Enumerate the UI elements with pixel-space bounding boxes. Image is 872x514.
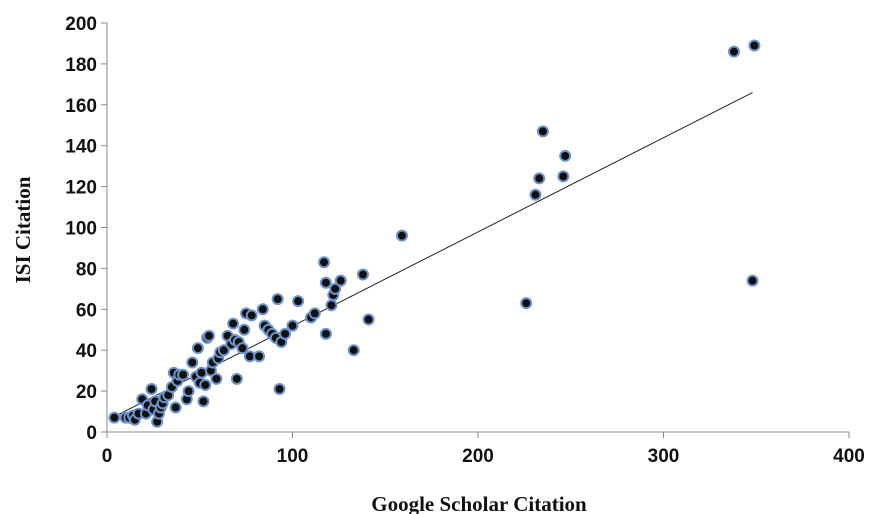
- data-point: [145, 383, 158, 396]
- data-point: [271, 293, 284, 306]
- data-point: [182, 385, 195, 398]
- data-point: [230, 372, 243, 385]
- data-point: [746, 274, 759, 287]
- data-point: [325, 299, 338, 312]
- data-point: [334, 274, 347, 287]
- y-tick-label: 40: [76, 341, 97, 362]
- x-tick-label: 400: [833, 446, 865, 467]
- data-point: [245, 309, 258, 322]
- y-tick-label: 140: [65, 137, 97, 158]
- data-point: [217, 344, 230, 357]
- y-tick-label: 20: [76, 382, 97, 403]
- data-point: [253, 350, 266, 363]
- y-axis-ticks: 0 20 40 60 80 100 120 140 160 180 200: [65, 14, 107, 444]
- data-point: [319, 276, 332, 289]
- y-axis-title: ISI Citation: [11, 176, 35, 283]
- y-tick-label: 100: [65, 219, 97, 240]
- data-point: [108, 411, 121, 424]
- data-point: [536, 125, 549, 138]
- data-point: [256, 303, 269, 316]
- data-point: [273, 383, 286, 396]
- data-point: [356, 268, 369, 281]
- data-point: [520, 297, 533, 310]
- data-point: [199, 378, 212, 391]
- y-tick-label: 0: [86, 423, 97, 444]
- y-tick-label: 180: [65, 55, 97, 76]
- data-point: [177, 368, 190, 381]
- data-point: [236, 342, 249, 355]
- data-point: [318, 256, 331, 269]
- y-tick-label: 200: [65, 14, 97, 35]
- data-point: [319, 327, 332, 340]
- data-point: [292, 295, 305, 308]
- y-tick-label: 120: [65, 178, 97, 199]
- data-point: [186, 356, 199, 369]
- data-point: [238, 323, 251, 336]
- x-tick-label: 300: [648, 446, 680, 467]
- x-tick-label: 100: [277, 446, 309, 467]
- data-point: [748, 39, 761, 52]
- data-point: [329, 282, 342, 295]
- x-tick-label: 0: [102, 446, 113, 467]
- x-axis-title: Google Scholar Citation: [371, 492, 587, 514]
- data-point: [308, 307, 321, 320]
- data-point: [203, 329, 216, 342]
- data-points: [108, 39, 761, 428]
- y-tick-label: 60: [76, 300, 97, 321]
- data-point: [286, 319, 299, 332]
- data-point: [169, 401, 182, 414]
- data-point: [197, 395, 210, 408]
- data-point: [557, 170, 570, 183]
- y-tick-label: 160: [65, 96, 97, 117]
- data-point: [533, 172, 546, 185]
- data-point: [362, 313, 375, 326]
- data-point: [191, 342, 204, 355]
- data-point: [559, 149, 572, 162]
- data-point: [227, 317, 240, 330]
- data-point: [395, 229, 408, 242]
- data-point: [727, 45, 740, 58]
- x-tick-label: 200: [462, 446, 494, 467]
- x-axis-ticks: 0 100 200 300 400: [102, 432, 865, 467]
- data-point: [347, 344, 360, 357]
- data-point: [279, 327, 292, 340]
- data-point: [529, 188, 542, 201]
- y-tick-label: 80: [76, 259, 97, 280]
- data-point: [210, 372, 223, 385]
